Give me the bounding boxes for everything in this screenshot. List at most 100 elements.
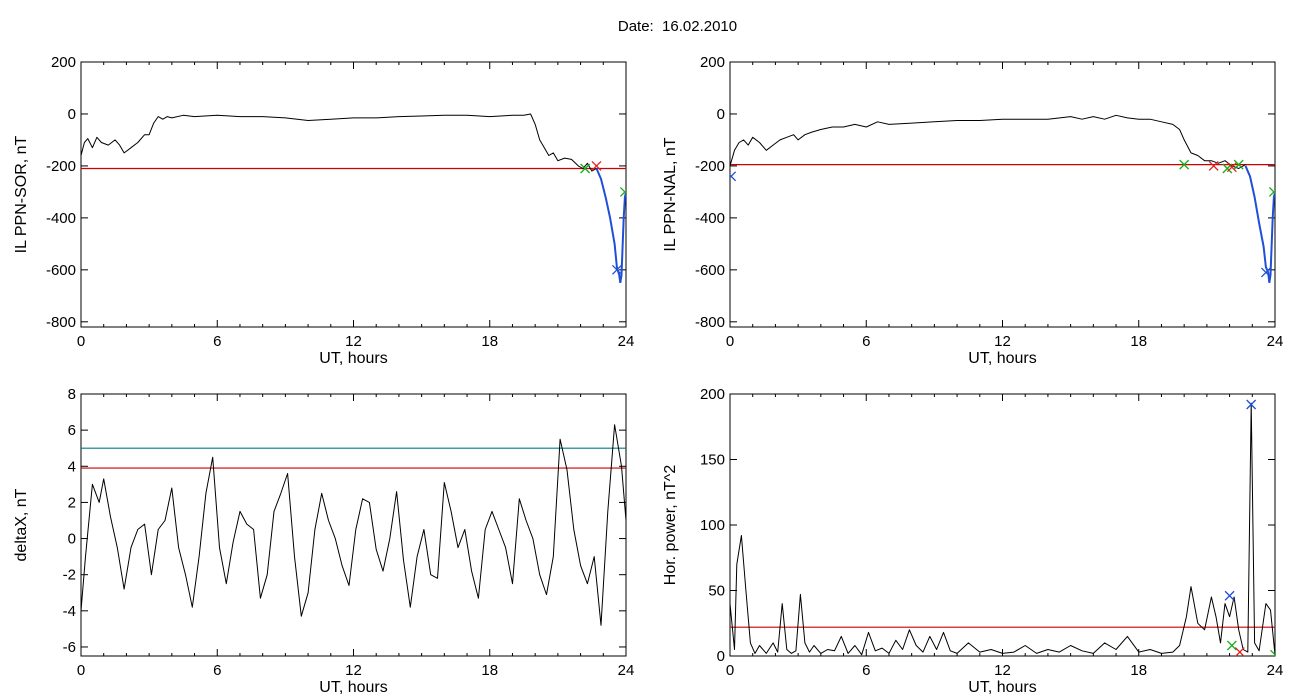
marker-stroke	[1179, 159, 1190, 170]
y-tick-label: 0	[717, 106, 725, 123]
panel-delta-x: 0 6 12 18 24 8 6 4 2 0 -2 -4 -6 UT, hours deltaX, nT	[13, 386, 634, 696]
x-axis-label: UT, hours	[968, 679, 1036, 696]
marker-green	[1233, 159, 1244, 170]
data-series-line	[730, 402, 1275, 656]
y-tick-label: -2	[63, 567, 76, 584]
data-series-line	[81, 113, 597, 172]
marker-green	[1179, 159, 1190, 170]
marker-stroke	[1268, 189, 1275, 197]
x-tick-label: 6	[213, 662, 221, 679]
highlight-series-line	[1244, 165, 1275, 283]
y-tick-label: 4	[68, 458, 76, 475]
y-tick-label: 0	[717, 648, 725, 665]
y-tick-label: -600	[695, 262, 725, 279]
y-axis-label: IL PPN-SOR, nT	[13, 135, 30, 253]
marker-stroke	[1226, 162, 1237, 173]
x-tick-label: 18	[481, 333, 498, 350]
y-tick-label: -800	[46, 314, 76, 331]
x-tick-label: 24	[618, 333, 635, 350]
x-tick-label: 6	[862, 662, 870, 679]
marker-red	[591, 160, 602, 171]
y-tick-label: 200	[51, 54, 76, 71]
y-tick-label: -4	[63, 603, 76, 620]
marker-blue	[611, 264, 622, 275]
y-tick-label: -400	[695, 210, 725, 227]
x-tick-label: 24	[618, 662, 635, 679]
x-tick-label: 12	[345, 333, 362, 350]
plot-area	[730, 399, 1275, 656]
marker-green	[1270, 649, 1275, 656]
marker-stroke	[591, 160, 602, 171]
marker-stroke	[611, 264, 622, 275]
figure-title: Date: 16.02.2010	[617, 18, 738, 35]
y-tick-label: -400	[46, 210, 76, 227]
data-series-line	[81, 424, 626, 626]
marker-stroke	[1208, 160, 1219, 171]
panel-il-ppn-sor: 0 6 12 18 24 200 0 -200 -400 -600 -800 UT, hours IL …	[13, 54, 634, 367]
marker-stroke	[1224, 590, 1235, 601]
marker-blue	[1224, 590, 1235, 601]
y-tick-label: 8	[68, 386, 76, 403]
x-tick-label: 0	[726, 333, 734, 350]
x-tick-label: 0	[726, 662, 734, 679]
marker-stroke	[580, 163, 591, 174]
y-tick-label: 6	[68, 422, 76, 439]
marker-stroke	[1226, 640, 1237, 651]
marker-stroke	[730, 171, 737, 179]
x-axis-label: UT, hours	[319, 350, 387, 367]
y-tick-label: 150	[700, 452, 725, 469]
plot-frame	[80, 61, 627, 328]
x-tick-label: 24	[1267, 333, 1284, 350]
y-tick-label: 200	[700, 54, 725, 71]
plot-area	[81, 424, 626, 626]
y-axis-label: Hor. power, nT^2	[662, 465, 679, 586]
marker-green	[619, 186, 626, 197]
y-tick-label: -800	[695, 314, 725, 331]
x-tick-label: 12	[994, 333, 1011, 350]
y-tick-label: -200	[695, 158, 725, 175]
x-tick-label: 6	[213, 333, 221, 350]
marker-green	[1268, 186, 1275, 197]
marker-stroke	[1260, 267, 1271, 278]
panel-il-ppn-nal: 0 6 12 18 24 200 0 -200 -400 -600 -800 UT, hours IL …	[662, 54, 1283, 367]
marker-stroke	[1270, 649, 1275, 656]
plot-area	[730, 114, 1275, 283]
marker-green	[580, 163, 591, 174]
x-tick-label: 24	[1267, 662, 1284, 679]
x-tick-label: 12	[345, 662, 362, 679]
panel-horizontal-power: 0 6 12 18 24 0 50 100 150 200 UT, hours Hor. power,…	[662, 386, 1283, 696]
marker-red	[1234, 647, 1245, 656]
marker-stroke	[1246, 399, 1257, 410]
marker-blue	[1246, 399, 1257, 410]
plot-area	[81, 113, 626, 283]
y-tick-label: 2	[68, 494, 76, 511]
x-tick-label: 0	[77, 333, 85, 350]
y-axis-label: IL PPN-NAL, nT	[662, 137, 679, 251]
marker-red	[1208, 160, 1219, 171]
marker-blue	[730, 171, 737, 182]
x-tick-label: 6	[862, 333, 870, 350]
y-tick-label: 0	[68, 106, 76, 123]
y-tick-label: 200	[700, 386, 725, 403]
x-tick-label: 18	[1130, 333, 1147, 350]
x-tick-label: 0	[77, 662, 85, 679]
x-axis-label: UT, hours	[319, 679, 387, 696]
marker-stroke	[1234, 647, 1245, 656]
y-tick-label: -600	[46, 262, 76, 279]
x-axis-label: UT, hours	[968, 350, 1036, 367]
y-axis-label: deltaX, nT	[13, 488, 30, 561]
x-tick-label: 12	[994, 662, 1011, 679]
plot-frame	[729, 61, 1276, 328]
plot-frame	[80, 393, 627, 657]
x-tick-label: 18	[481, 662, 498, 679]
marker-green	[1226, 640, 1237, 651]
y-tick-label: 0	[68, 531, 76, 548]
marker-red	[1226, 162, 1237, 173]
y-tick-label: -200	[46, 158, 76, 175]
y-tick-label: 100	[700, 517, 725, 534]
plot-frame	[729, 393, 1276, 657]
y-tick-label: 50	[708, 583, 725, 600]
marker-stroke	[1233, 159, 1244, 170]
data-series-line	[730, 114, 1246, 169]
